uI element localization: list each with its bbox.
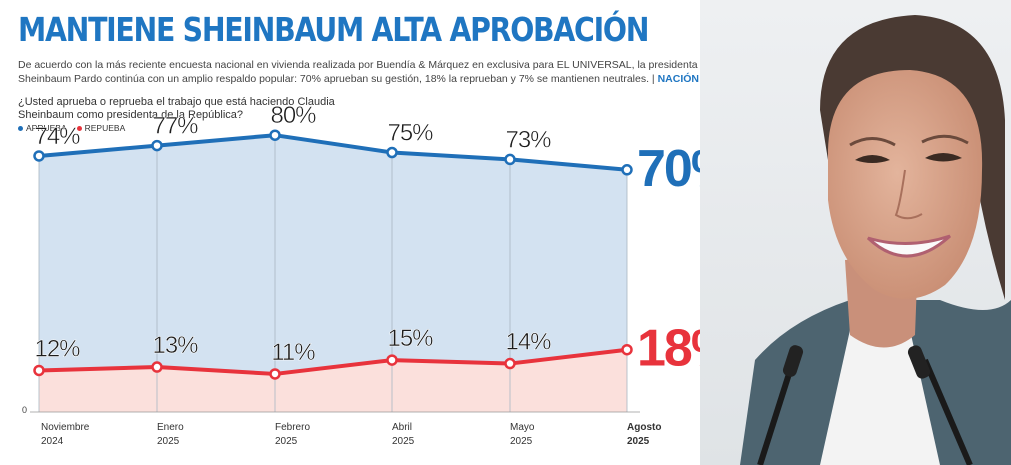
approval-chart: 0 74% 77% 80% 75% 73% 70% 12% 13% 11% 15% 14% 18% Nov… [22,102,700,447]
headline: MANTIENE SHEINBAUM ALTA APROBACIÓN [18,10,649,49]
legend: APRUEBA REPUEBA [18,123,125,133]
disapprove-area [39,349,627,412]
disapprove-data-label: 18% [637,320,700,378]
approve-data-label: 74% [34,123,80,150]
y-tick-label: 0 [22,405,27,415]
disapprove-point [621,343,633,356]
approve-point [269,129,281,141]
approve-point [621,164,633,176]
x-tick-year: 2025 [275,436,298,447]
x-tick-year: 2025 [627,436,650,447]
nose [894,169,923,220]
right-brow [921,134,969,145]
section-tag: NACIÓN [657,73,699,85]
disapprove-data-label: 15% [387,325,433,352]
approve-point [504,153,516,166]
disapprove-data-label: 12% [34,335,80,362]
disapprove-data-label: 14% [505,329,551,356]
survey-question: ¿Usted aprueba o reprueba el trabajo que… [18,96,335,121]
blouse [820,330,940,465]
approve-line [38,133,628,172]
x-tick-year: 2025 [392,436,415,447]
disapprove-point [33,364,45,377]
approve-point [151,139,163,152]
disapprove-point [269,368,281,380]
approve-area [39,135,627,374]
x-tick-month: Mayo [510,422,535,433]
left-brow [849,137,896,147]
disapprove-line [38,347,628,376]
disapprove-point [504,357,516,370]
approve-point [386,146,398,159]
approve-data-label: 80% [270,102,316,129]
x-tick-year: 2025 [157,436,180,447]
approve-data-label: 70% [637,140,700,198]
lede-sep: | [651,73,655,85]
right-eye [925,153,962,162]
approve-point [33,150,45,162]
x-tick-month: Abril [392,422,412,433]
hair [820,15,1005,300]
lede-paragraph: De acuerdo con la más reciente encuesta … [18,58,788,86]
lede-text: De acuerdo con la más reciente encuesta … [18,59,737,85]
disapprove-point [386,354,398,366]
approve-data-label: 75% [387,120,433,147]
x-tick-month: Enero [157,422,184,433]
approve-data-label: 73% [505,126,551,153]
legend-disapprove-label: REPUEBA [84,123,126,133]
smile [866,234,952,258]
face [828,70,983,299]
president-portrait [700,0,1011,465]
x-tick-month: Febrero [275,422,310,433]
legend-disapprove-swatch [76,125,82,131]
x-tick-year: 2025 [510,436,533,447]
microphone-right-stem [922,358,973,465]
microphone-right-head [907,345,931,379]
x-tick-month: Agosto [627,422,661,433]
disapprove-data-label: 11% [271,339,315,366]
left-eye [855,155,890,163]
x-tick-year: 2024 [41,436,64,447]
legend-approve-swatch [18,125,23,131]
approve-data-label: 77% [152,113,198,140]
legend-approve: APRUEBA [18,123,67,133]
x-tick-month: Noviembre [41,422,90,433]
disapprove-data-label: 13% [152,332,198,359]
microphone-left-head [782,345,804,377]
legend-disapprove: REPUEBA [76,123,126,133]
legend-approve-label: APRUEBA [26,123,67,133]
disapprove-point [151,361,163,373]
